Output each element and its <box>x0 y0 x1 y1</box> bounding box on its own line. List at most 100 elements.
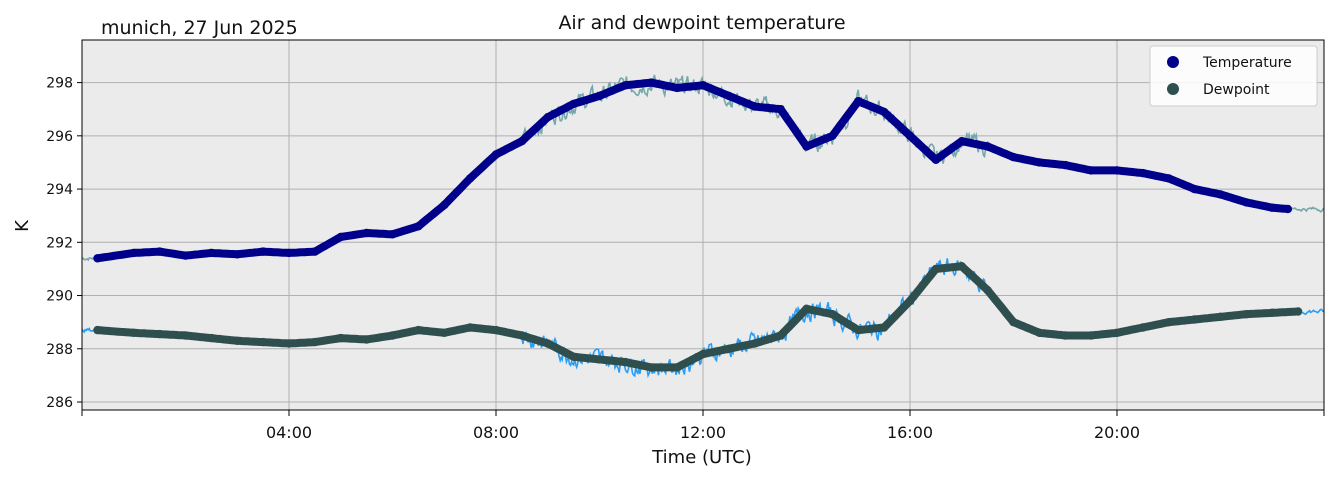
data-point <box>1086 331 1096 340</box>
data-point <box>284 339 294 348</box>
data-point <box>672 83 682 93</box>
data-point <box>1061 331 1070 340</box>
y-tick-label: 296 <box>46 129 73 145</box>
data-point <box>1138 168 1148 178</box>
data-point <box>854 97 863 106</box>
data-point <box>1190 315 1199 324</box>
data-point <box>569 352 578 361</box>
data-point <box>595 91 604 101</box>
legend-label-temperature: Temperature <box>1202 55 1292 71</box>
data-point <box>1009 318 1018 327</box>
data-point <box>1164 318 1174 327</box>
data-point <box>776 331 785 340</box>
data-point <box>1086 166 1096 175</box>
data-point <box>155 329 164 339</box>
data-point <box>905 296 915 306</box>
data-point <box>1112 328 1122 337</box>
y-tick-label: 298 <box>46 76 73 92</box>
data-point <box>776 105 785 114</box>
x-axis: 04:00 08:00 12:00 16:00 20:00 <box>81 410 1325 442</box>
data-point <box>750 339 759 348</box>
data-point <box>233 336 242 345</box>
data-point <box>931 155 941 164</box>
data-point <box>440 200 449 210</box>
data-point <box>207 248 216 258</box>
data-point <box>362 228 371 238</box>
data-point <box>336 232 345 242</box>
data-point <box>983 286 992 295</box>
data-point <box>388 331 397 340</box>
data-point <box>491 325 501 335</box>
y-tick-label: 294 <box>46 182 73 198</box>
chart-subtitle: munich, 27 Jun 2025 <box>101 17 298 39</box>
data-point <box>388 230 397 239</box>
data-point <box>465 323 475 332</box>
data-point <box>750 102 759 111</box>
y-tick-label: 288 <box>46 342 73 358</box>
data-point <box>1164 174 1174 183</box>
data-point <box>569 99 578 109</box>
data-point <box>828 131 837 140</box>
data-point <box>181 251 190 260</box>
x-tick-label: 04:00 <box>266 423 312 442</box>
data-point <box>310 247 320 256</box>
data-point <box>414 222 423 231</box>
data-point <box>129 248 138 258</box>
data-point <box>336 333 345 343</box>
data-point <box>1035 158 1044 167</box>
data-point <box>258 247 268 256</box>
data-point <box>362 335 371 344</box>
data-point <box>879 323 889 332</box>
data-point <box>1061 160 1070 170</box>
data-point <box>621 81 630 90</box>
data-point <box>1216 190 1225 199</box>
x-axis-label: Time (UTC) <box>651 447 752 468</box>
data-point <box>517 137 527 146</box>
legend-box <box>1149 45 1318 107</box>
data-point <box>957 262 966 271</box>
data-point <box>258 337 268 347</box>
y-axis: 286 288 290 292 294 296 298 <box>46 76 82 411</box>
y-axis-label: K <box>12 219 33 232</box>
series-line <box>93 262 1300 372</box>
data-point <box>1268 203 1277 212</box>
data-point <box>957 137 966 146</box>
data-point <box>93 325 102 335</box>
data-point <box>1242 310 1251 319</box>
data-point <box>1242 198 1251 207</box>
legend-marker-dewpoint <box>1167 83 1179 95</box>
data-point <box>905 131 915 140</box>
data-point <box>129 328 138 337</box>
data-point <box>802 142 811 151</box>
data-point <box>724 91 734 101</box>
x-tick-label: 12:00 <box>680 423 726 442</box>
data-point <box>698 349 708 359</box>
data-point <box>465 174 475 183</box>
smoothed-series-layer <box>93 78 1303 372</box>
data-point <box>595 355 604 364</box>
data-point <box>672 363 682 372</box>
data-point <box>93 254 102 263</box>
chart-title: Air and dewpoint temperature <box>558 12 845 34</box>
data-point <box>284 248 294 258</box>
data-point <box>1190 184 1199 194</box>
data-point <box>1293 307 1303 316</box>
x-tick-label: 20:00 <box>1094 423 1140 442</box>
legend: Temperature Dewpoint <box>1149 45 1318 107</box>
y-tick-label: 290 <box>46 289 73 305</box>
data-point <box>1268 308 1277 317</box>
data-point <box>1035 328 1044 337</box>
data-point <box>879 107 889 117</box>
data-point <box>543 113 552 122</box>
data-point <box>802 304 811 313</box>
y-tick-label: 292 <box>46 235 73 251</box>
data-point <box>983 142 992 151</box>
data-point <box>931 264 941 274</box>
data-point <box>698 81 708 90</box>
x-tick-label: 16:00 <box>887 423 933 442</box>
data-point <box>647 78 656 87</box>
data-point <box>1216 312 1225 321</box>
legend-label-dewpoint: Dewpoint <box>1203 82 1270 98</box>
data-point <box>1283 204 1293 214</box>
